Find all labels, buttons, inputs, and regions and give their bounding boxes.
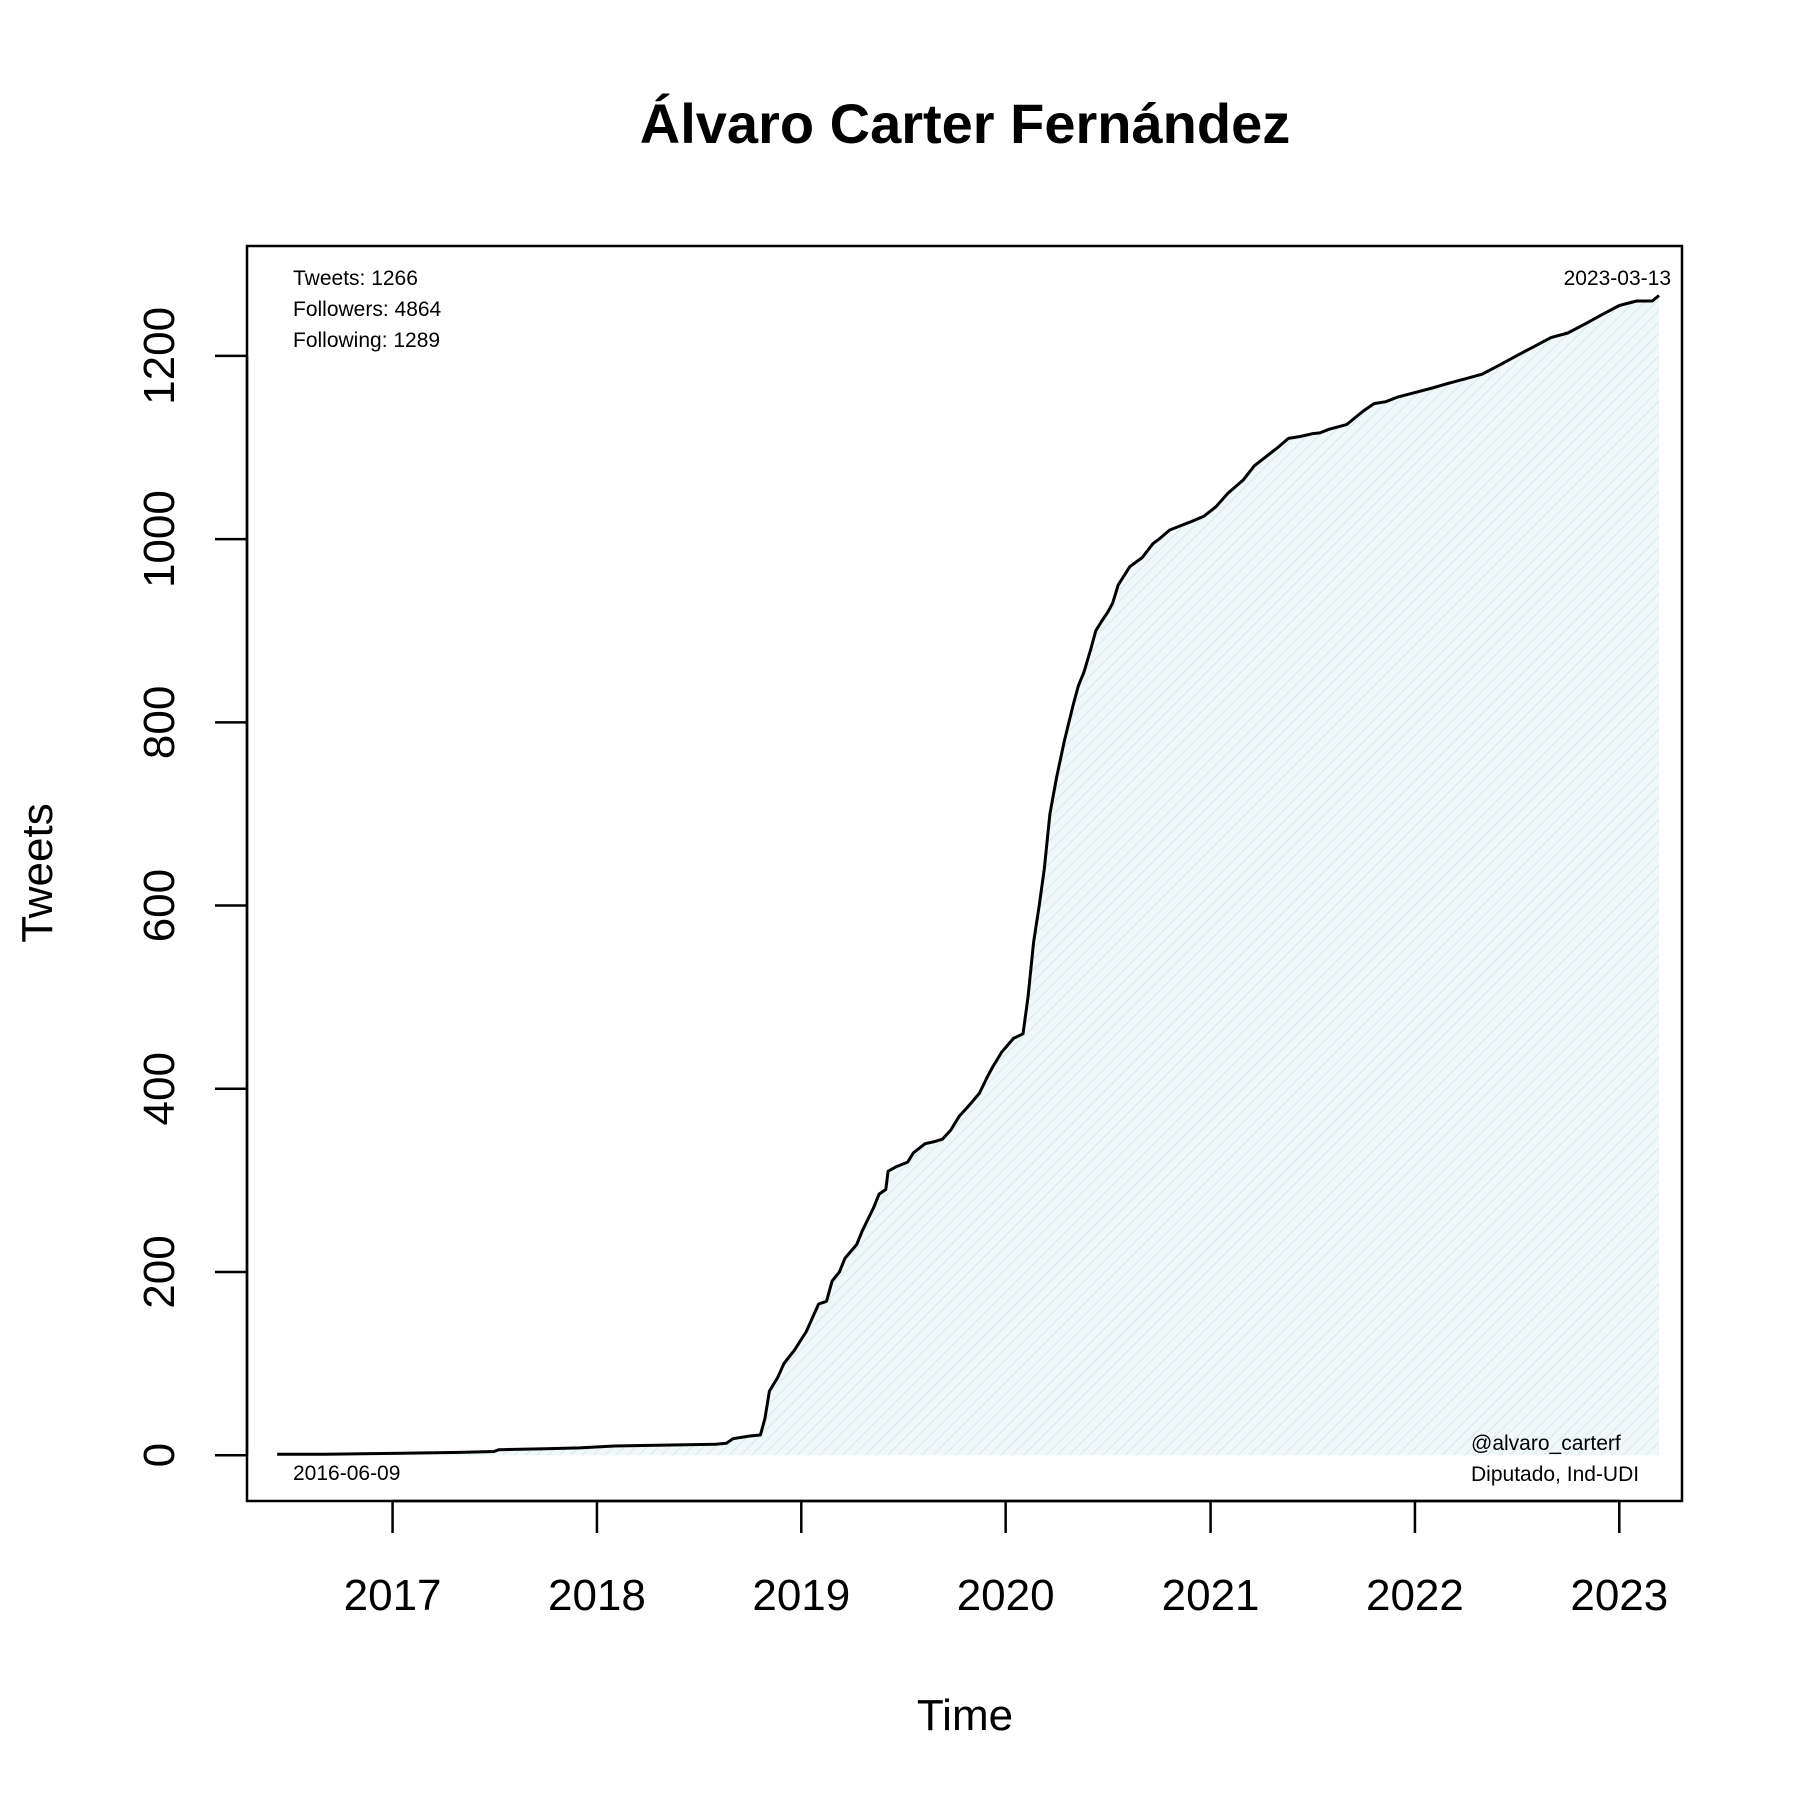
y-tick-label: 1000 (135, 490, 184, 588)
x-tick-label: 2021 (1162, 1571, 1260, 1620)
x-tick-label: 2018 (548, 1571, 646, 1620)
y-tick-label: 600 (135, 869, 184, 942)
handle-label: @alvaro_carterf (1471, 1432, 1621, 1455)
y-axis-title: Tweets (13, 803, 62, 942)
y-tick-label: 400 (135, 1052, 184, 1125)
x-tick-label: 2022 (1366, 1571, 1464, 1620)
y-tick-label: 1200 (135, 307, 184, 405)
y-tick-label: 0 (135, 1443, 184, 1467)
x-axis-title: Time (917, 1691, 1013, 1740)
stat-tweets: Tweets: 1266 (293, 267, 418, 290)
x-axis: 2017 2018 2019 2020 2021 2022 2023 (344, 1499, 1668, 1620)
x-tick-label: 2019 (752, 1571, 850, 1620)
plot-area (277, 294, 1660, 1456)
start-date-label: 2016-06-09 (293, 1462, 400, 1485)
stat-following: Following: 1289 (293, 329, 440, 352)
end-date-label: 2023-03-13 (1564, 267, 1671, 290)
y-axis: 0 200 400 600 800 1000 1200 (135, 307, 249, 1467)
x-tick-label: 2023 (1570, 1571, 1668, 1620)
account-stats: Tweets: 1266 Followers: 4864 Following: … (293, 267, 442, 352)
chart-title: Álvaro Carter Fernández (640, 92, 1290, 155)
series-area (277, 295, 1660, 1456)
y-tick-label: 800 (135, 686, 184, 759)
role-label: Diputado, Ind-UDI (1471, 1463, 1639, 1486)
y-tick-label: 200 (135, 1235, 184, 1308)
x-tick-label: 2020 (957, 1571, 1055, 1620)
series-line (277, 294, 1660, 1456)
x-tick-label: 2017 (344, 1571, 442, 1620)
stat-followers: Followers: 4864 (293, 298, 442, 321)
